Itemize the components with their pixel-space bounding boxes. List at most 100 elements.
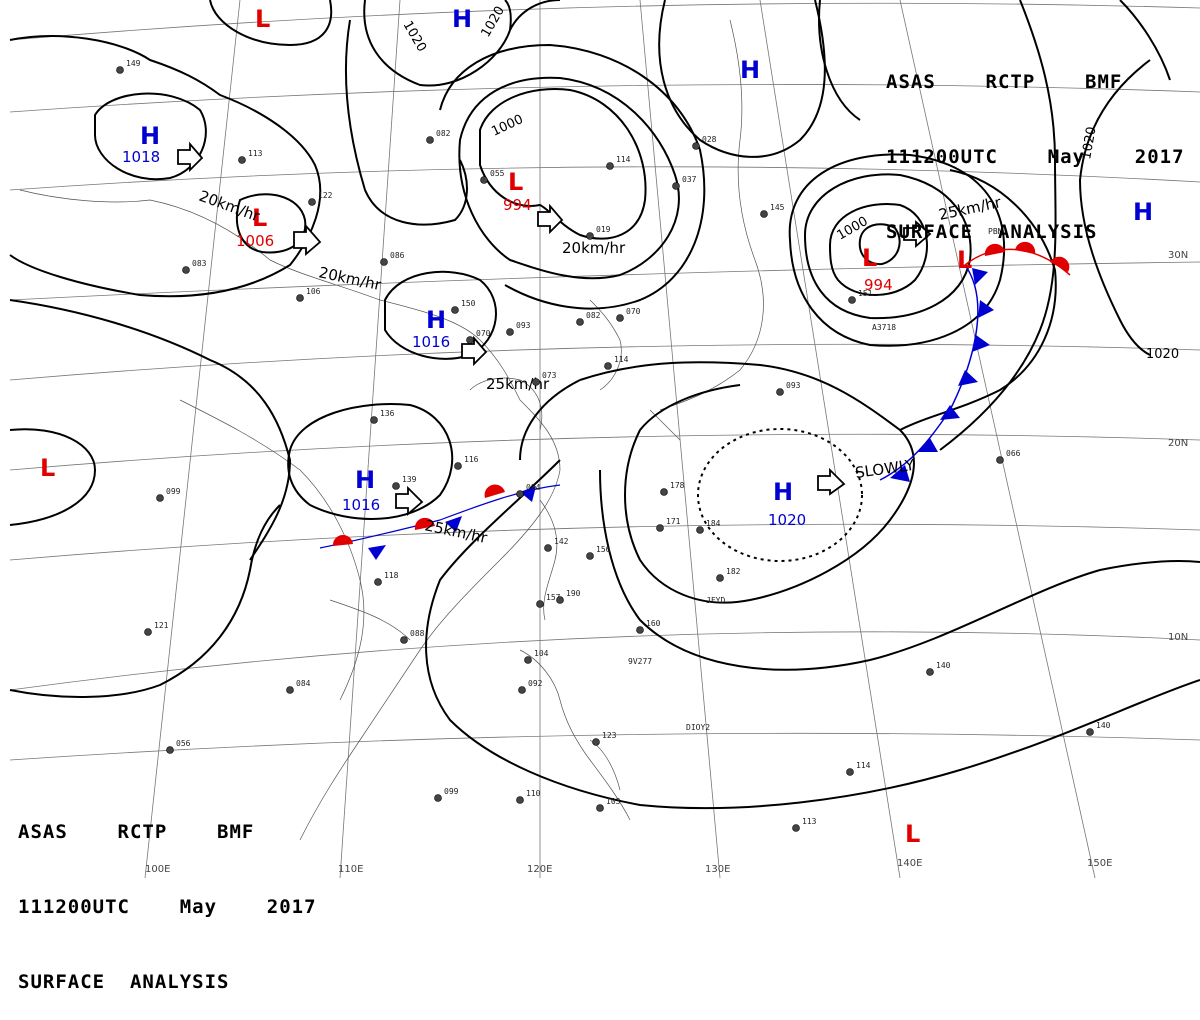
high-center-value: 1018 [122, 148, 160, 166]
isobar [858, 223, 901, 266]
cold-front-barb [520, 486, 536, 502]
high-center: H [740, 56, 760, 84]
lon-label: 140E [897, 858, 922, 869]
station-pressure: 136 [380, 409, 395, 418]
station-pressure: 082 [436, 129, 451, 138]
high-center: H [452, 5, 472, 33]
isobar [803, 173, 972, 320]
low-center: L [508, 168, 523, 196]
motion-arrow [461, 335, 488, 367]
station-marker [156, 494, 164, 502]
station-marker [848, 296, 856, 304]
station-marker [996, 456, 1004, 464]
isobar [9, 35, 322, 298]
warm-front-bump [1050, 256, 1070, 272]
station-pressure: 114 [614, 355, 629, 364]
fronts [319, 241, 1071, 560]
high-center-value: 1016 [342, 496, 380, 514]
station-marker [586, 552, 594, 560]
station-pressure: 073 [542, 371, 557, 380]
station-pressure: 093 [516, 321, 531, 330]
title-line: ASAS RCTP BMF [18, 821, 255, 843]
cold-front-barb [940, 405, 960, 420]
station-pressure: 037 [682, 175, 697, 184]
station-marker [506, 328, 514, 336]
low-center-value: 1006 [236, 232, 274, 250]
station-marker [606, 162, 614, 170]
station-pressure: 086 [390, 251, 405, 260]
station-pressure: 028 [702, 135, 717, 144]
motion-label: 20km/hr [562, 239, 626, 257]
cold-front-barb [972, 335, 990, 352]
cold-front-barb [368, 545, 386, 560]
station-marker [454, 462, 462, 470]
station-pressure: 157 [546, 593, 561, 602]
station-marker [846, 768, 854, 776]
station-code: JFYD [706, 596, 725, 605]
warm-front-bump [484, 484, 505, 498]
station-marker [776, 388, 784, 396]
isobar [479, 88, 647, 240]
station-pressure: 123 [602, 731, 617, 740]
isobar [579, 361, 915, 604]
isobar [344, 19, 468, 226]
coastlines [19, 19, 764, 841]
isobar [828, 203, 928, 296]
lat-label: 20N [1168, 438, 1188, 449]
isobar [818, 0, 861, 121]
station-marker [532, 378, 540, 386]
motion-arrow [537, 203, 564, 235]
station-pressure: 160 [646, 619, 661, 628]
station-pressure: 114 [856, 761, 871, 770]
motion-arrow [177, 141, 204, 173]
high-center: H [426, 306, 446, 334]
station-marker [696, 526, 704, 534]
station-marker [466, 336, 474, 344]
station-marker [592, 738, 600, 746]
station-pressure: 156 [596, 545, 611, 554]
isobar-label: 1000 [835, 214, 871, 244]
station-pressure: 182 [726, 567, 741, 576]
station-pressure: 088 [410, 629, 425, 638]
station-code: A3718 [872, 323, 896, 332]
high-center: H [140, 122, 160, 150]
cold-front-barb [978, 300, 994, 318]
title-block-top: ASAS RCTP BMF 111200UTC May 2017 SURFACE… [886, 20, 1185, 270]
station-pressure: 094 [526, 483, 541, 492]
station-pressure: 151 [858, 289, 873, 298]
high-center: H [1133, 198, 1153, 226]
low-center: L [905, 820, 920, 848]
station-marker [692, 142, 700, 150]
cold-front-barb [972, 268, 988, 285]
title-line: SURFACE ANALYSIS [886, 221, 1098, 243]
station-marker [616, 314, 624, 322]
station-marker [926, 668, 934, 676]
isobar-label: 1020 [1079, 125, 1100, 160]
motion-arrows [177, 141, 932, 516]
station-pressure: 140 [936, 661, 951, 670]
isobar [939, 0, 1057, 451]
station-marker [296, 294, 304, 302]
isobar [425, 459, 1200, 810]
station-pressure: 150 [461, 299, 476, 308]
station-marker [524, 656, 532, 664]
station-marker [660, 488, 668, 496]
station-pressure: 084 [296, 679, 311, 688]
lat-label: 10N [1168, 632, 1188, 643]
station-pressure: 142 [554, 537, 569, 546]
station-pressure: 178 [670, 481, 685, 490]
station-marker [716, 574, 724, 582]
motion-arrow [817, 467, 846, 496]
station-marker [576, 318, 584, 326]
station-marker [400, 636, 408, 644]
isobar [439, 43, 706, 310]
isobar [9, 299, 292, 561]
station-marker [238, 156, 246, 164]
station-marker [544, 544, 552, 552]
station-pressure: 056 [176, 739, 191, 748]
low-center: L [957, 246, 972, 274]
station-code: 9V277 [628, 657, 652, 666]
title-line: ASAS RCTP BMF [886, 71, 1123, 93]
station-pressure: 116 [464, 455, 479, 464]
lon-label: 110E [338, 864, 363, 875]
